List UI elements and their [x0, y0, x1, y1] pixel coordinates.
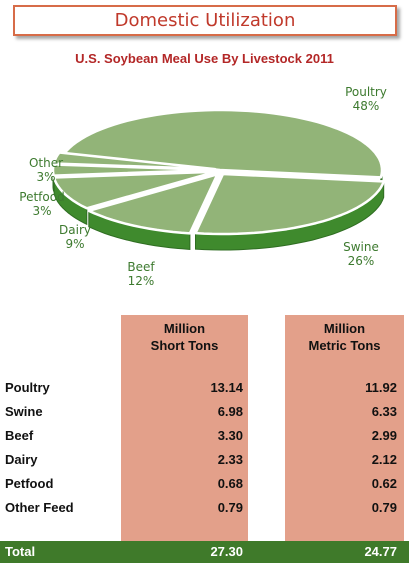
pie-percent-swine: 26%: [348, 254, 375, 268]
short-tons-header-line1: Million: [163, 321, 206, 336]
row-label: Beef: [5, 428, 34, 443]
short-tons-header-line2: Short Tons: [150, 338, 219, 353]
pie-label-poultry: Poultry: [345, 85, 387, 99]
table-row-beef: Beef 3.30 2.99: [0, 428, 409, 448]
row-label: Poultry: [5, 380, 50, 395]
short-tons-column-bg: [121, 315, 248, 563]
pie-percent-poultry: 48%: [353, 99, 380, 113]
banner-title: Domestic Utilization: [114, 10, 296, 31]
metric-tons-header-line2: Metric Tons: [308, 338, 381, 353]
pie-label-dairy: Dairy: [59, 223, 91, 237]
metric-tons-value: 0.62: [371, 476, 397, 491]
short-tons-value: 0.79: [217, 500, 243, 515]
short-tons-value: 6.98: [217, 404, 243, 419]
short-tons-header: Million Short Tons: [121, 320, 248, 354]
short-tons-value: 0.68: [217, 476, 243, 491]
table-row-petfood: Petfood 0.68 0.62: [0, 476, 409, 496]
table-row-poultry: Poultry 13.14 11.92: [0, 380, 409, 400]
pie-label-beef: Beef: [127, 260, 155, 274]
row-label: Other Feed: [5, 500, 74, 515]
pie-slice-dairy: [52, 170, 217, 210]
chart-title: U.S. Soybean Meal Use By Livestock 2011: [75, 51, 334, 66]
short-tons-value: 13.14: [210, 380, 243, 395]
short-tons-value: 3.30: [217, 428, 243, 443]
row-label: Dairy: [5, 452, 38, 467]
pie-percent-dairy: 9%: [65, 237, 84, 251]
total-short-tons: 27.30: [210, 544, 243, 559]
pie-label-petfood: Petfood: [19, 190, 64, 204]
row-label: Petfood: [5, 476, 54, 491]
table-row-swine: Swine 6.98 6.33: [0, 404, 409, 424]
short-tons-value: 2.33: [217, 452, 243, 467]
metric-tons-value: 6.33: [371, 404, 397, 419]
pie-percent-beef: 12%: [128, 274, 155, 288]
metric-tons-value: 11.92: [365, 380, 397, 395]
pie-percent-other: 3%: [36, 170, 55, 184]
pie-label-other: Other: [29, 156, 63, 170]
metric-tons-value: 2.99: [371, 428, 397, 443]
pie-chart: Poultry48%Swine26%Beef12%Dairy9%Petfood3…: [19, 85, 387, 288]
total-metric-tons: 24.77: [364, 544, 397, 559]
total-row: Total 27.30 24.77: [0, 541, 409, 563]
metric-tons-value: 0.79: [371, 500, 397, 515]
table-row-other-feed: Other Feed 0.79 0.79: [0, 500, 409, 520]
pie-label-swine: Swine: [343, 240, 379, 254]
table-row-dairy: Dairy 2.33 2.12: [0, 452, 409, 472]
metric-tons-header: Million Metric Tons: [285, 320, 404, 354]
row-label: Swine: [5, 404, 43, 419]
pie-slice-beef: [87, 173, 219, 235]
section-banner: Domestic Utilization: [13, 5, 397, 36]
pie-slice-swine: [194, 172, 385, 236]
metric-tons-header-line1: Million: [323, 321, 366, 336]
metric-tons-column-bg: [285, 315, 404, 563]
total-label: Total: [5, 544, 36, 559]
pie-slice-petfood: [51, 163, 217, 177]
pie-percent-petfood: 3%: [32, 204, 51, 218]
metric-tons-value: 2.12: [371, 452, 397, 467]
pie-slice-other: [52, 151, 217, 171]
